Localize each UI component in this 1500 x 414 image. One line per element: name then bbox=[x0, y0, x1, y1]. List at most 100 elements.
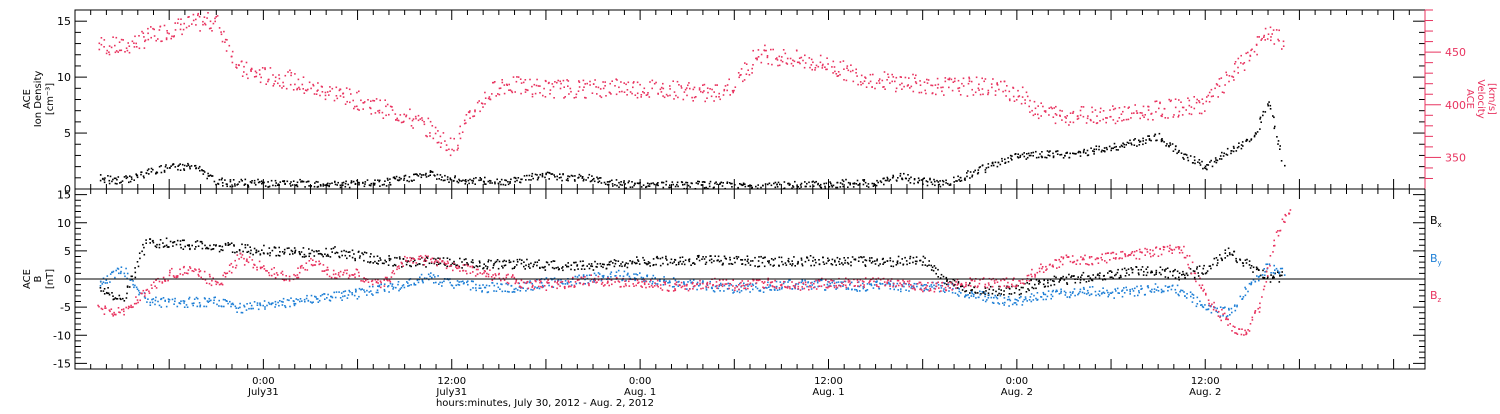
data-point-density bbox=[991, 162, 994, 165]
data-point-Bx bbox=[1164, 276, 1167, 278]
data-point-velocity bbox=[662, 95, 664, 97]
data-point-Bx bbox=[758, 256, 760, 258]
data-point-Bx bbox=[940, 273, 943, 276]
data-point-density bbox=[926, 181, 929, 183]
data-point-velocity bbox=[298, 86, 300, 89]
data-point-By bbox=[126, 272, 129, 275]
data-point-velocity bbox=[636, 92, 639, 95]
data-point-Bx bbox=[205, 247, 207, 250]
data-point-velocity bbox=[687, 84, 689, 87]
data-point-density bbox=[1232, 145, 1235, 148]
data-point-density bbox=[541, 174, 544, 177]
data-point-density bbox=[625, 187, 627, 189]
data-point-Bx bbox=[529, 267, 531, 269]
data-point-velocity bbox=[1029, 111, 1031, 113]
data-point-Bx bbox=[633, 261, 636, 264]
data-point-density bbox=[770, 184, 773, 187]
data-point-By bbox=[1123, 292, 1126, 294]
data-point-density bbox=[1085, 152, 1087, 154]
data-point-By bbox=[944, 291, 946, 293]
data-point-Bx bbox=[1181, 274, 1183, 276]
data-point-By bbox=[576, 276, 579, 278]
data-point-Bx bbox=[577, 268, 579, 270]
data-point-velocity bbox=[785, 62, 788, 64]
data-point-By bbox=[699, 283, 701, 286]
data-point-velocity bbox=[582, 79, 585, 82]
data-point-Bx bbox=[1235, 260, 1237, 262]
data-point-Bx bbox=[724, 257, 727, 259]
data-point-Bx bbox=[791, 263, 794, 265]
data-point-velocity bbox=[756, 57, 758, 59]
data-point-By bbox=[208, 297, 211, 300]
data-point-density bbox=[545, 172, 547, 175]
data-point-By bbox=[911, 285, 913, 288]
data-point-Bx bbox=[241, 243, 243, 246]
data-point-By bbox=[940, 284, 942, 287]
data-point-Bx bbox=[831, 263, 834, 266]
data-point-Bx bbox=[247, 250, 250, 253]
data-point-density bbox=[231, 185, 234, 188]
data-point-Bx bbox=[410, 265, 412, 268]
data-point-velocity bbox=[1048, 114, 1050, 116]
data-point-Bx bbox=[1167, 276, 1169, 279]
data-point-density bbox=[446, 178, 449, 181]
data-point-velocity bbox=[1050, 106, 1052, 109]
data-point-Bx bbox=[277, 254, 280, 257]
data-point-Bz bbox=[129, 306, 131, 308]
data-point-velocity bbox=[281, 87, 283, 89]
data-point-velocity bbox=[821, 67, 824, 69]
data-point-Bx bbox=[294, 252, 296, 254]
data-point-velocity bbox=[237, 64, 240, 66]
data-point-Bz bbox=[969, 285, 972, 287]
data-point-Bz bbox=[183, 265, 185, 268]
data-point-Bx bbox=[1259, 274, 1262, 277]
data-point-velocity bbox=[1233, 79, 1235, 81]
data-point-By bbox=[1228, 309, 1230, 311]
data-point-density bbox=[548, 172, 551, 174]
data-point-density bbox=[403, 179, 405, 181]
data-point-density bbox=[707, 187, 709, 190]
data-point-Bx bbox=[942, 275, 945, 278]
data-point-Bz bbox=[845, 277, 847, 280]
data-point-density bbox=[960, 179, 963, 182]
data-point-By bbox=[887, 281, 890, 284]
data-point-density bbox=[179, 163, 181, 165]
data-point-velocity bbox=[1204, 110, 1206, 112]
data-point-density bbox=[218, 178, 221, 181]
data-point-Bz bbox=[471, 265, 474, 268]
data-point-By bbox=[155, 296, 157, 299]
data-point-density bbox=[261, 181, 264, 184]
data-point-velocity bbox=[837, 71, 840, 73]
data-point-velocity bbox=[792, 65, 794, 67]
data-point-velocity bbox=[143, 47, 146, 49]
data-point-velocity bbox=[677, 96, 679, 99]
data-point-Bz bbox=[110, 308, 113, 310]
data-point-Bx bbox=[1138, 273, 1140, 276]
data-point-Bx bbox=[145, 242, 147, 244]
data-point-density bbox=[1259, 116, 1262, 119]
data-point-Bx bbox=[1030, 279, 1032, 282]
data-point-By bbox=[1088, 294, 1091, 297]
data-point-Bx bbox=[905, 260, 908, 262]
data-point-Bx bbox=[544, 265, 546, 268]
data-point-density bbox=[1105, 146, 1108, 149]
data-point-Bz bbox=[645, 286, 647, 289]
data-point-velocity bbox=[865, 86, 868, 88]
data-point-By bbox=[534, 286, 536, 288]
data-point-velocity bbox=[147, 32, 149, 35]
data-point-density bbox=[475, 177, 477, 179]
data-point-Bz bbox=[256, 266, 258, 269]
data-point-By bbox=[766, 287, 768, 289]
data-point-Bx bbox=[136, 261, 139, 263]
data-point-density bbox=[1073, 152, 1075, 155]
data-point-Bx bbox=[372, 262, 374, 264]
data-point-velocity bbox=[862, 82, 864, 85]
data-point-density bbox=[1066, 152, 1068, 154]
data-point-Bx bbox=[857, 260, 860, 262]
data-point-Bz bbox=[168, 274, 171, 277]
data-point-velocity bbox=[793, 60, 796, 63]
data-point-velocity bbox=[191, 23, 193, 25]
data-point-By bbox=[633, 277, 636, 279]
data-point-density bbox=[819, 183, 822, 186]
data-point-Bz bbox=[296, 276, 298, 279]
